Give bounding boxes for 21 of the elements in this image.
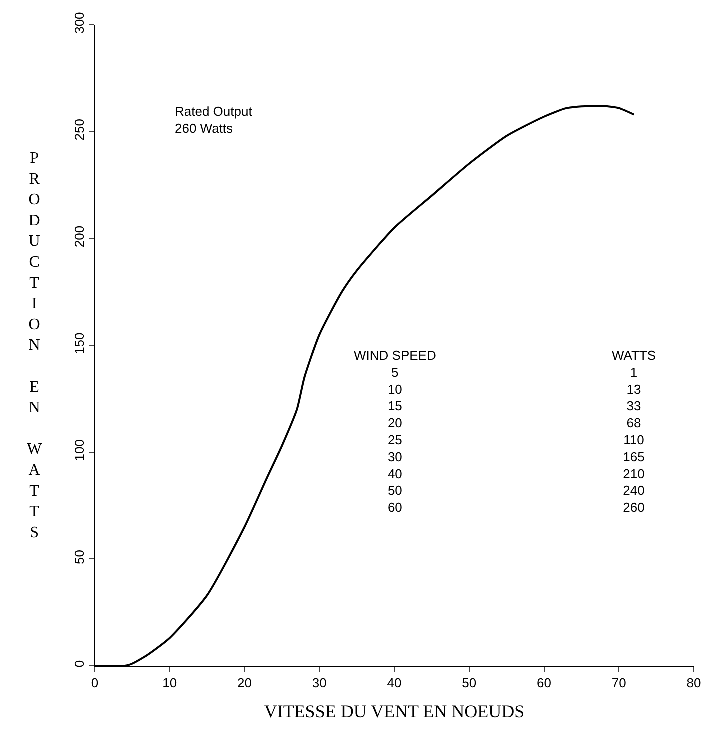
y-tick-label: 250 bbox=[72, 119, 87, 141]
x-tick-label: 80 bbox=[686, 676, 702, 691]
x-tick-label: 40 bbox=[387, 676, 402, 691]
y-tick-label: 100 bbox=[72, 440, 87, 462]
x-tick-label: 60 bbox=[537, 676, 552, 691]
x-axis-title: VITESSE DU VENT EN NOEUDS bbox=[264, 702, 525, 722]
x-tick-label: 0 bbox=[91, 676, 99, 691]
x-tick-label: 10 bbox=[162, 676, 178, 691]
annotation: Rated Output 260 Watts bbox=[175, 104, 253, 136]
x-tick-label: 70 bbox=[612, 676, 626, 691]
text: WATTS 1 13 33 68 110 165 210 240 260 bbox=[612, 348, 656, 516]
x-tick-label: 50 bbox=[462, 676, 477, 691]
text: PRODUCTION EN WATTS bbox=[27, 150, 42, 542]
x-tick-label: 20 bbox=[238, 676, 252, 691]
y-tick-label: 150 bbox=[72, 332, 87, 354]
y-tick-label: 300 bbox=[72, 12, 87, 34]
y-tick-label: 50 bbox=[72, 550, 87, 564]
text: WIND SPEED 5 10 15 20 25 30 40 50 60 bbox=[354, 348, 436, 516]
y-tick-label: 200 bbox=[72, 226, 87, 248]
x-tick-label: 30 bbox=[312, 676, 327, 691]
y-tick-label: 0 bbox=[72, 660, 87, 668]
